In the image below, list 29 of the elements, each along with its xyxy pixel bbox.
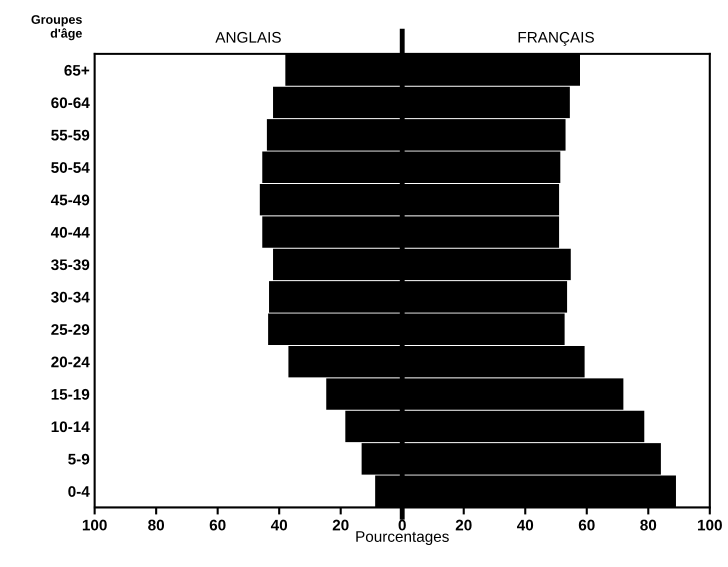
x-tick-label: 60 — [210, 520, 226, 530]
y-tick-label: 15-19 — [52, 388, 90, 400]
y-tick-label: 45-49 — [50, 194, 90, 206]
x-tick-label: 40 — [516, 520, 534, 530]
x-tick-label: 100 — [82, 520, 107, 530]
y-tick-label: 65+ — [64, 64, 90, 76]
x-tick-label: 0 — [398, 520, 406, 530]
series-label: ANGLAIS — [215, 32, 281, 43]
x-tick-label: 40 — [270, 520, 288, 530]
y-tick-label: 5-9 — [68, 454, 90, 465]
x-tick-label: 60 — [578, 520, 595, 530]
x-axis-title: Pourcentages — [356, 531, 449, 545]
y-tick-label: 35-39 — [51, 259, 90, 270]
y-tick-label: 10-14 — [52, 421, 90, 432]
y-tick-label: 0-4 — [68, 486, 90, 497]
y-tick-label: 25-29 — [51, 324, 90, 335]
y-tick-label: 50-54 — [51, 162, 90, 173]
y-tick-label: 60-64 — [51, 97, 90, 108]
x-tick-label: 20 — [456, 520, 472, 530]
x-tick-label: 80 — [148, 520, 164, 530]
x-tick-label: 80 — [640, 520, 656, 530]
y-tick-label: 40-44 — [50, 226, 90, 238]
series-label: FRANÇAIS — [518, 32, 594, 46]
x-tick-label: 20 — [332, 520, 349, 530]
y-tick-label: 20-24 — [51, 356, 90, 368]
y-axis-title: Groupes d'âge — [31, 15, 82, 40]
y-tick-label: 55-59 — [51, 130, 90, 141]
x-tick-label: 100 — [698, 520, 722, 530]
y-tick-label: 30-34 — [51, 292, 90, 303]
